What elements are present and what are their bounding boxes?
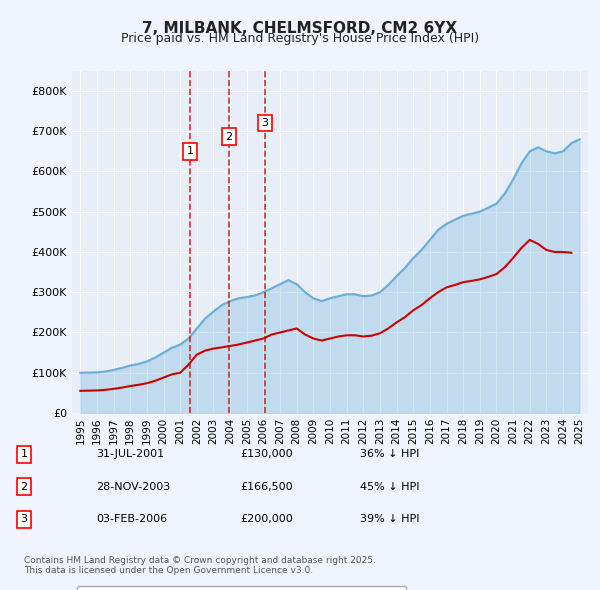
Text: 2: 2 [20, 482, 28, 491]
Text: £166,500: £166,500 [240, 482, 293, 491]
Text: 3: 3 [262, 118, 268, 128]
Text: 39% ↓ HPI: 39% ↓ HPI [360, 514, 419, 524]
Text: 36% ↓ HPI: 36% ↓ HPI [360, 450, 419, 459]
Text: 1: 1 [20, 450, 28, 459]
Text: 45% ↓ HPI: 45% ↓ HPI [360, 482, 419, 491]
Text: 31-JUL-2001: 31-JUL-2001 [96, 450, 164, 459]
Text: 28-NOV-2003: 28-NOV-2003 [96, 482, 170, 491]
Text: 7, MILBANK, CHELMSFORD, CM2 6YX: 7, MILBANK, CHELMSFORD, CM2 6YX [142, 21, 458, 35]
Text: Contains HM Land Registry data © Crown copyright and database right 2025.
This d: Contains HM Land Registry data © Crown c… [24, 556, 376, 575]
Legend: 7, MILBANK, CHELMSFORD, CM2 6YX (detached house), HPI: Average price, detached h: 7, MILBANK, CHELMSFORD, CM2 6YX (detache… [77, 586, 406, 590]
Text: 03-FEB-2006: 03-FEB-2006 [96, 514, 167, 524]
Text: £130,000: £130,000 [240, 450, 293, 459]
Text: 1: 1 [187, 146, 193, 156]
Text: £200,000: £200,000 [240, 514, 293, 524]
Text: 3: 3 [20, 514, 28, 524]
Text: Price paid vs. HM Land Registry's House Price Index (HPI): Price paid vs. HM Land Registry's House … [121, 32, 479, 45]
Text: 2: 2 [225, 132, 232, 142]
